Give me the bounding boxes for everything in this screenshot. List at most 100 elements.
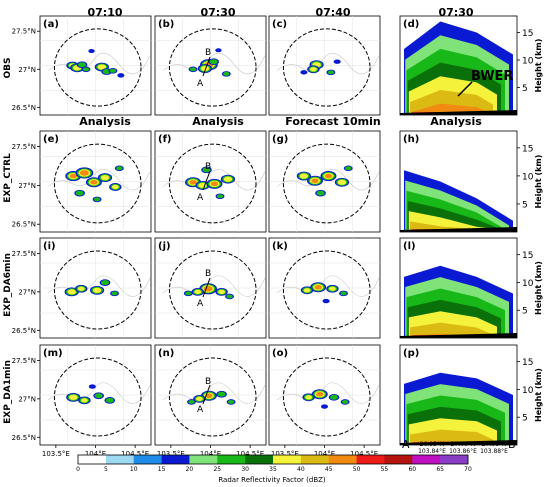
echo-cell [210,181,219,187]
section-label-a: A [197,299,204,309]
section-coord-2-lat: 27.00°N [451,441,476,448]
panel-letter: (b) [158,19,174,30]
echo-cell [189,180,197,185]
section-line [202,277,211,298]
colorbar-swatch [273,455,302,464]
echo-cell [316,190,325,196]
height-axis-label: Height (km) [534,155,543,209]
colorbar-swatch [412,455,441,464]
lon-tick-label: 103.5°E [271,450,299,458]
echo-cell [109,68,117,73]
panel-letter: (g) [272,134,288,145]
echo-cell [324,173,333,179]
echo-cell [67,289,76,295]
height-tick-label: 15 [522,358,533,368]
radar-range-circle [282,28,371,107]
lon-tick-label: 104.5°E [121,450,149,458]
lon-tick-label: 104.5°E [236,450,264,458]
echo-cell [116,166,123,171]
echo-cell [185,291,192,296]
lat-tick-label: 27.5°N [12,143,36,151]
echo-cell [217,391,226,397]
bwer-arrow [457,81,473,97]
map-contents [269,131,380,232]
map-contents [269,345,380,445]
terrain-line [276,382,380,404]
height-tick-label: 5 [522,84,528,94]
lon-tick-label: 103.5°E [157,450,185,458]
cross-section-panel: (h) 15 10 5 Height (km) [399,130,543,233]
map-contents [40,345,151,445]
echo-cell [316,391,324,397]
map-panel: (n) 103.5°E 104°E 104.5°E [154,344,267,458]
cross-section-panel: (l) 15 10 5 Height (km) [399,237,543,339]
height-tick-label: 10 [522,57,534,67]
echo-cell [216,194,224,199]
height-axis-label: Height (km) [534,39,543,93]
section-start: A [402,438,410,451]
colorbar-tick-label: 65 [436,466,444,473]
colorbar: 0 5 10 15 20 25 30 35 40 45 50 55 60 65 70 [76,454,472,473]
cross-section-panel: (p) 15 10 5 Height (km) [399,344,543,446]
terrain-line [47,382,151,404]
terrain-line [47,52,151,75]
section-line-n: A B [197,377,211,415]
section-lines: A B A B A B A B [197,48,211,415]
echo-cell [111,184,119,190]
cross-section-contents [400,372,517,445]
echo-cell [218,289,226,295]
lat-tick-label: 27.5°N [12,28,36,36]
echo-cell [299,173,309,179]
radar-range-circle [168,250,257,330]
row-labels: OBS EXP_CTRL EXP_DA6min EXP_DA1min [3,58,13,424]
echo-cell [327,70,335,75]
panel-letter: (f) [158,134,172,145]
terrain [400,110,517,115]
height-tick-label: 5 [522,414,528,424]
echo-cell [205,393,213,399]
echo-cell [303,288,311,293]
reflectivity-contour [410,322,493,338]
terrain [400,440,517,445]
terrain-line [276,52,380,75]
bwer-label: BWER [471,69,513,84]
echo-cell [223,176,233,182]
terrain [400,227,517,232]
terrain-line [47,275,151,297]
echo-cell [188,399,195,404]
map-panel: (b) [154,15,267,116]
echo-cell [223,71,230,76]
colorbar-swatch [440,455,469,464]
echo-cell [88,49,95,54]
bwer-annotation: BWER [457,69,513,97]
colorbar-tick-label: 35 [269,466,277,473]
lon-tick-label: 104°E [85,450,106,458]
map-contents [269,238,380,338]
lat-tick-label: 27°N [18,288,36,296]
colorbar-swatch [78,455,107,464]
colorbar-swatch [217,455,246,464]
section-coord-3-lon: 103.88°E [480,448,508,455]
section-line [202,384,211,405]
height-tick-label: 15 [522,251,533,261]
panel-letter: (o) [272,348,288,359]
echo-cell [194,289,202,295]
panel-letter: (p) [403,348,419,359]
colorbar-swatch [328,455,357,464]
map-panel: (a) 27.5°N 27°N 26.5°N [12,15,152,116]
radar-range-circle [53,28,142,107]
lat-tick-label: 27°N [18,395,36,403]
echo-cell [75,190,84,196]
map-contents [269,16,380,115]
colorbar-tick-label: 40 [297,466,305,473]
radar-range-circle [282,250,371,330]
echo-cell [105,397,114,403]
lon-tick-label: 104°E [200,450,221,458]
echo-cell [341,399,349,404]
lat-tick-label: 26.5°N [12,327,36,335]
panel-letter: (h) [403,134,419,145]
colorbar-tick-label: 50 [353,466,361,473]
echo-cell [94,393,103,399]
radar-range-circle [53,143,142,224]
section-label-b: B [205,48,211,58]
